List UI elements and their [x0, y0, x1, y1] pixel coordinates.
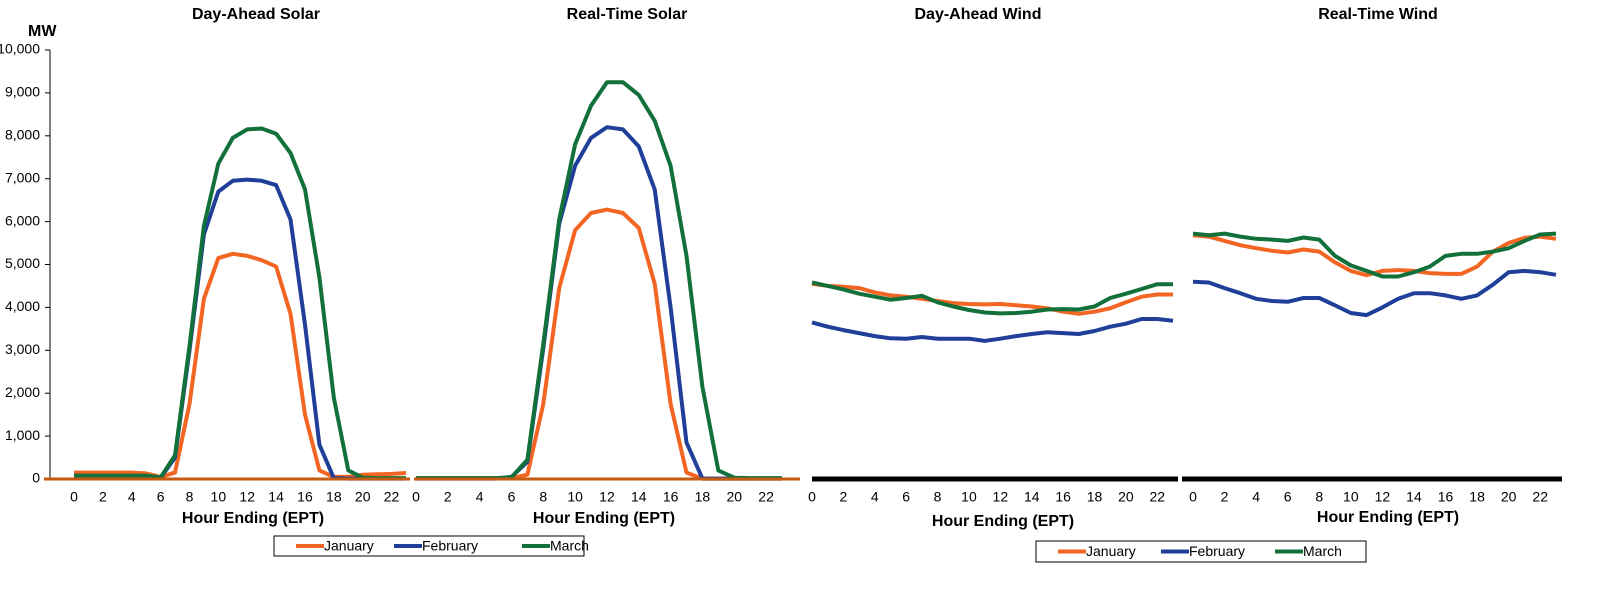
x-axis-label: Hour Ending (EPT)	[1317, 509, 1459, 526]
x-axis-label: Hour Ending (EPT)	[932, 513, 1074, 530]
x-tick-label: 10	[211, 489, 227, 505]
x-tick-label: 18	[695, 489, 711, 505]
x-tick-label: 16	[297, 489, 313, 505]
x-tick-label: 4	[128, 489, 136, 505]
chart-title: Day-Ahead Solar	[192, 6, 320, 23]
series-line	[1192, 233, 1557, 278]
x-tick-label: 0	[1189, 489, 1197, 505]
x-tick-label: 16	[1438, 489, 1454, 505]
y-tick-label: 4,000	[5, 298, 40, 314]
x-tick-label: 10	[961, 489, 977, 505]
chart-title: Real-Time Solar	[567, 6, 688, 23]
x-tick-label: 2	[444, 489, 452, 505]
x-tick-label: 14	[268, 489, 284, 505]
x-tick-label: 14	[631, 489, 647, 505]
legend-label: March	[1303, 543, 1342, 559]
x-tick-label: 2	[99, 489, 107, 505]
x-tick-label: 22	[384, 489, 400, 505]
y-tick-label: 3,000	[5, 341, 40, 357]
x-tick-label: 16	[1055, 489, 1071, 505]
x-tick-label: 4	[871, 489, 879, 505]
x-tick-label: 6	[902, 489, 910, 505]
x-tick-label: 20	[1118, 489, 1134, 505]
series-line	[74, 177, 406, 481]
x-tick-label: 8	[539, 489, 547, 505]
x-axis-label: Hour Ending (EPT)	[182, 510, 324, 527]
series-line	[74, 251, 407, 479]
series-line	[74, 126, 406, 481]
x-tick-label: 16	[663, 489, 679, 505]
y-tick-label: 6,000	[5, 212, 40, 228]
x-tick-label: 18	[1087, 489, 1103, 505]
series-line	[416, 207, 782, 481]
x-tick-label: 22	[758, 489, 774, 505]
series-line	[416, 125, 782, 481]
y-tick-label: 0	[32, 470, 40, 486]
x-tick-label: 4	[476, 489, 484, 505]
x-tick-label: 18	[1469, 489, 1485, 505]
x-tick-label: 0	[412, 489, 420, 505]
legend-label: January	[324, 538, 374, 554]
x-tick-label: 14	[1406, 489, 1422, 505]
x-tick-label: 8	[1315, 489, 1323, 505]
x-tick-label: 8	[934, 489, 942, 505]
chart-title: Real-Time Wind	[1318, 6, 1438, 23]
series-line	[416, 80, 782, 481]
x-axis-label: Hour Ending (EPT)	[533, 510, 675, 527]
x-tick-label: 22	[1532, 489, 1548, 505]
x-tick-label: 6	[508, 489, 516, 505]
series-line	[811, 317, 1174, 343]
chart-title: Day-Ahead Wind	[915, 6, 1042, 23]
x-tick-label: 6	[1284, 489, 1292, 505]
x-tick-label: 2	[839, 489, 847, 505]
y-tick-label: 9,000	[5, 84, 40, 100]
y-tick-label: 7,000	[5, 169, 40, 185]
x-tick-label: 20	[1501, 489, 1517, 505]
x-tick-label: 0	[70, 489, 78, 505]
x-tick-label: 12	[599, 489, 615, 505]
y-tick-label: 2,000	[5, 384, 40, 400]
y-axis-label: MW	[28, 23, 57, 40]
legend	[1035, 540, 1367, 563]
x-tick-label: 10	[1343, 489, 1359, 505]
legend-label: January	[1086, 543, 1136, 559]
series-line	[811, 281, 1173, 316]
x-tick-label: 0	[808, 489, 816, 505]
x-tick-label: 12	[239, 489, 255, 505]
x-tick-label: 12	[993, 489, 1009, 505]
legend-label: March	[550, 538, 589, 554]
x-tick-label: 6	[157, 489, 165, 505]
legend-label: February	[1189, 543, 1245, 559]
x-tick-label: 22	[1150, 489, 1166, 505]
y-tick-label: 5,000	[5, 255, 40, 271]
y-tick-label: 8,000	[5, 127, 40, 143]
x-tick-label: 14	[1024, 489, 1040, 505]
series-line	[1192, 231, 1557, 279]
x-tick-label: 2	[1221, 489, 1229, 505]
x-tick-label: 18	[326, 489, 342, 505]
x-tick-label: 4	[1252, 489, 1260, 505]
x-tick-label: 20	[726, 489, 742, 505]
series-line	[811, 280, 1173, 316]
x-tick-label: 12	[1375, 489, 1391, 505]
y-tick-label: 1,000	[5, 427, 40, 443]
series-line	[1192, 268, 1557, 318]
y-tick-label: 10,000	[0, 41, 40, 57]
x-tick-label: 20	[355, 489, 371, 505]
x-tick-label: 10	[567, 489, 583, 505]
legend-label: February	[422, 538, 478, 554]
x-tick-label: 8	[186, 489, 194, 505]
legend	[273, 535, 585, 557]
